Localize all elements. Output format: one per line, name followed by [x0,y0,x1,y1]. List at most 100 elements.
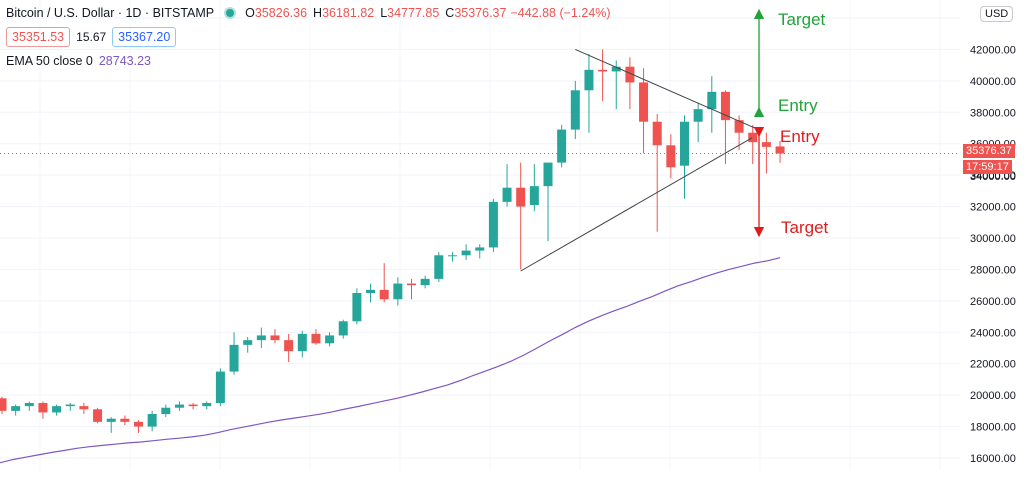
y-tick-label: 16000.00 [970,453,1016,465]
candle-body [229,344,239,372]
candle-body [161,407,171,414]
candle [284,333,294,363]
candle-body [79,406,89,410]
candle-body [338,321,348,336]
y-tick-label: 26000.00 [970,296,1016,308]
candle [161,404,171,418]
candle-body [134,421,143,427]
candle-body [720,91,730,121]
y-tick-label: 18000.00 [970,422,1016,434]
candle [584,54,594,133]
candle-body [734,120,744,133]
buy-price-button[interactable]: 35367.20 [112,27,177,47]
candle-body [625,66,635,83]
candle-body [243,340,253,345]
candle-body [475,247,485,251]
grid-lines [0,0,960,470]
candle [707,76,717,133]
candle [529,164,539,212]
candle [488,198,498,253]
high-label: H [313,6,323,20]
candle-body [447,255,457,257]
currency-button[interactable]: USD [980,6,1014,22]
candle [761,132,771,174]
candle-body [52,406,62,413]
low-value: 34777.85 [387,6,440,20]
candle [598,49,608,102]
candle-body [775,146,785,154]
candle-body [65,404,75,407]
candle [557,124,567,168]
candle [174,401,184,411]
candle-body [693,109,703,122]
spread-value: 15.67 [76,30,107,44]
candle-body [174,404,184,408]
candle [243,337,253,353]
y-tick-label: 28000.00 [970,264,1016,276]
candle [407,278,416,300]
candle [325,332,335,347]
entry-short-label: Entry [780,127,820,146]
candle-body [543,162,553,187]
candle [52,404,62,416]
close-label: C [445,6,455,20]
candle-body [24,403,34,407]
candle [543,162,553,242]
high-value: 36181.82 [322,6,375,20]
candle [134,420,143,433]
bid-ask-row: 35351.53 15.67 35367.20 [6,27,177,47]
candle-body [325,335,335,344]
candle-body [761,142,771,147]
change-value: −442.88 (−1.24%) [510,6,611,20]
candle [516,162,526,270]
symbol-title[interactable]: Bitcoin / U.S. Dollar · 1D · BITSTAMP [6,6,215,20]
candle-body [598,69,608,72]
candle-body [680,121,689,166]
triangle-pattern [520,48,756,272]
candle-body [366,289,376,293]
candle [447,252,457,262]
ema-value: 28743.23 [98,54,151,68]
candle [202,401,212,410]
candle-body [748,132,758,143]
candle-body [270,335,280,341]
ema-line [0,257,781,464]
open-label: O [245,6,255,20]
candle [38,401,48,419]
candle-body [379,289,389,300]
candle [639,68,649,154]
indicator-legend[interactable]: EMA 50 close 0 28743.23 [6,54,151,68]
y-tick-label: 38000.00 [970,107,1016,119]
candle-body [529,186,539,205]
candle [420,275,430,289]
candle [366,283,376,303]
candle-body [434,255,444,279]
open-value: 35826.36 [254,6,308,20]
candle [475,244,485,259]
candle [652,113,662,232]
candle-body [652,121,662,146]
ema-label[interactable]: EMA 50 close 0 [6,54,93,68]
y-tick-label: 34000.00 [970,171,1016,183]
y-tick-label: 40000.00 [970,76,1016,88]
y-tick-label: 22000.00 [970,359,1016,371]
sell-price-button[interactable]: 35351.53 [6,27,71,47]
candle-body [516,187,526,207]
candle [11,404,21,416]
close-value: 35376.37 [454,6,507,20]
candle-body [147,414,157,427]
y-tick-label: 24000.00 [970,327,1016,339]
candle [120,415,130,425]
candle-body [188,404,198,407]
candle [215,368,225,407]
candle-body [584,69,594,91]
candle-body [461,250,471,256]
candle [256,327,266,348]
y-tick-label: 30000.00 [970,233,1016,245]
candle [297,330,307,358]
candle-body [393,283,403,300]
candle [311,329,321,345]
